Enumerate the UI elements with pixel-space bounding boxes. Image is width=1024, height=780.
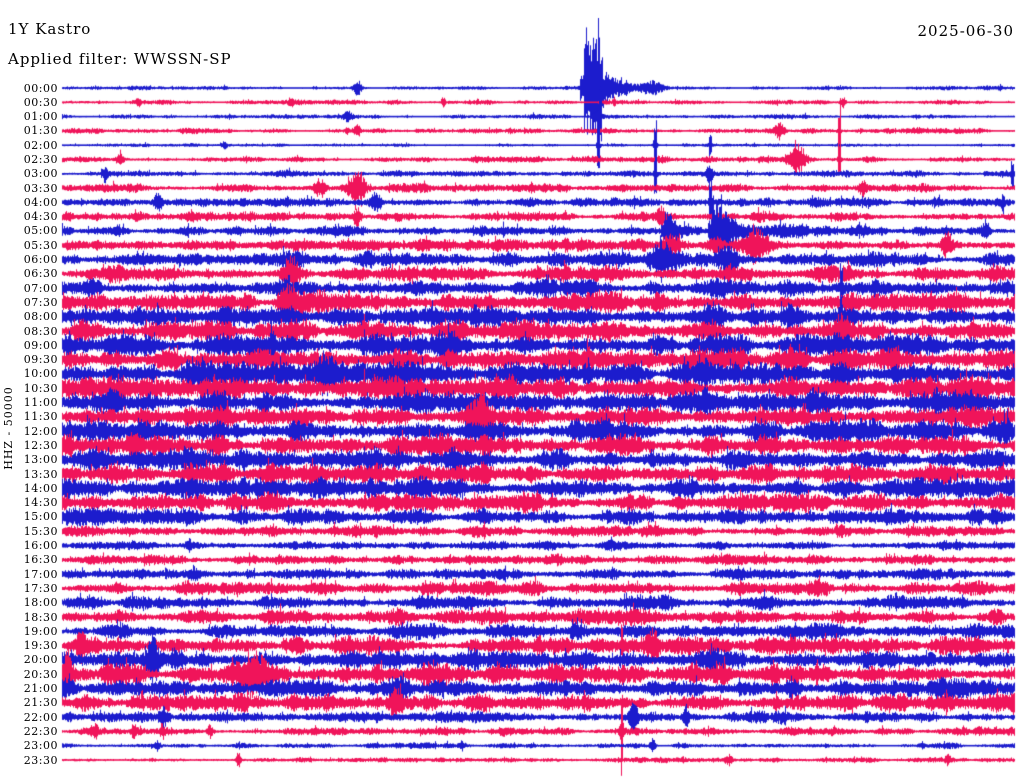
time-label: 05:00 <box>23 224 58 238</box>
time-label: 03:00 <box>23 167 58 181</box>
time-label: 13:00 <box>23 453 58 467</box>
time-label: 02:00 <box>23 138 58 152</box>
time-label: 09:00 <box>23 338 58 352</box>
time-label: 20:00 <box>23 653 58 667</box>
time-label: 15:30 <box>23 524 58 538</box>
time-label: 08:30 <box>23 324 58 338</box>
time-label: 23:00 <box>23 739 58 753</box>
time-label: 14:00 <box>23 481 58 495</box>
filter-label: Applied filter: WWSSN-SP <box>8 50 232 68</box>
time-label: 08:00 <box>23 310 58 324</box>
station-title: 1Y Kastro <box>8 20 92 38</box>
time-label: 23:30 <box>23 753 58 767</box>
time-label: 04:00 <box>23 195 58 209</box>
time-label: 10:30 <box>23 381 58 395</box>
time-label: 20:30 <box>23 667 58 681</box>
time-label: 19:00 <box>23 624 58 638</box>
time-label: 12:30 <box>23 438 58 452</box>
channel-scale-label: HHZ - 50000 <box>2 386 15 470</box>
time-label: 10:00 <box>23 367 58 381</box>
time-label: 15:00 <box>23 510 58 524</box>
time-label: 18:00 <box>23 596 58 610</box>
time-label: 16:30 <box>23 553 58 567</box>
time-label: 17:00 <box>23 567 58 581</box>
time-label: 01:30 <box>23 124 58 138</box>
time-label: 00:30 <box>23 95 58 109</box>
time-label: 03:30 <box>23 181 58 195</box>
time-label: 16:00 <box>23 539 58 553</box>
time-label: 13:30 <box>23 467 58 481</box>
time-label: 12:00 <box>23 424 58 438</box>
time-label: 22:00 <box>23 710 58 724</box>
time-label: 18:30 <box>23 610 58 624</box>
time-label: 01:00 <box>23 110 58 124</box>
time-label: 00:00 <box>23 81 58 95</box>
time-label: 11:30 <box>23 410 58 424</box>
time-label: 17:30 <box>23 581 58 595</box>
time-label: 06:30 <box>23 267 58 281</box>
time-label: 19:30 <box>23 639 58 653</box>
time-label: 07:00 <box>23 281 58 295</box>
date-label: 2025-06-30 <box>917 22 1014 40</box>
time-label: 09:30 <box>23 353 58 367</box>
time-label: 21:00 <box>23 682 58 695</box>
time-label: 04:30 <box>23 210 58 224</box>
time-label: 07:30 <box>23 295 58 309</box>
time-label: 14:30 <box>23 496 58 510</box>
time-label: 22:30 <box>23 724 58 738</box>
time-label: 05:30 <box>23 238 58 252</box>
time-label: 02:30 <box>23 152 58 166</box>
time-label: 06:00 <box>23 253 58 267</box>
time-label: 11:00 <box>23 396 58 410</box>
time-label: 21:30 <box>23 696 58 710</box>
